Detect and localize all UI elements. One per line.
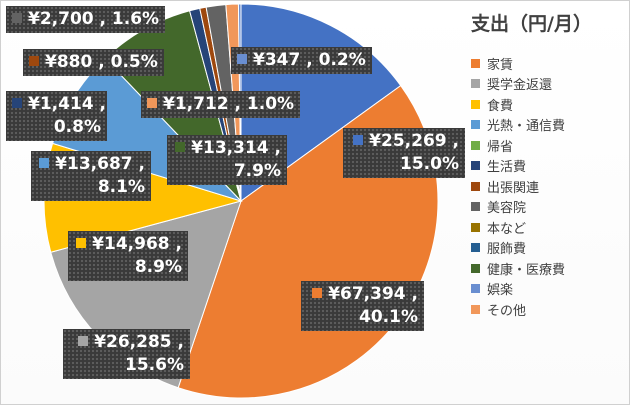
data-label-swatch [12,13,22,23]
data-label-separator: , [93,9,106,29]
legend-label: 生活費 [487,160,527,176]
data-label-swatch [12,98,22,108]
legend-label: 出張関連 [487,180,540,196]
data-label-value: ¥2,700 [28,9,94,29]
data-label: ¥14,968 , 8.9% [68,231,188,281]
legend-swatch [471,222,480,232]
data-label-percent: 15.0% [400,154,459,174]
legend-item: 出張関連 [471,176,629,197]
legend-swatch [471,161,480,171]
legend-item: 健康・医療費 [471,258,629,279]
data-label-value: ¥25,269 [369,131,447,151]
data-label-value: ¥1,414 [28,94,94,114]
data-label: ¥1,712 , 1.0% [141,91,301,118]
data-label-value: ¥1,712 [163,94,229,114]
data-label: ¥880 , 0.5% [23,49,164,76]
data-label-value: ¥13,314 [191,138,269,158]
data-label-percent: 1.0% [246,94,295,114]
legend-swatch [471,284,480,294]
data-label-separator: , [228,94,241,114]
legend-label: 奨学金返還 [487,78,553,94]
legend-item: 娯楽 [471,279,629,300]
data-label-swatch [29,56,39,66]
data-label: ¥13,687 , 8.1% [31,151,151,201]
legend-label: 食費 [487,98,514,114]
legend-swatch [471,202,480,212]
legend-swatch [471,140,480,150]
data-label-swatch [353,135,364,145]
data-label-value: ¥14,968 [92,234,170,254]
legend-item: 帰省 [471,135,629,156]
data-label-percent: 8.1% [97,177,145,197]
legend-item: 奨学金返還 [471,74,629,95]
data-label-separator: , [132,154,145,174]
data-label-percent: 15.6% [125,355,184,375]
data-label-percent: 7.9% [233,161,281,181]
data-label: ¥2,700 , 1.6% [6,6,166,33]
data-label-percent: 0.8% [53,117,101,137]
legend-item: 生活費 [471,156,629,177]
data-label-separator: , [169,234,182,254]
data-label-separator: , [300,50,313,70]
legend-label: 家賃 [487,57,514,73]
data-label: ¥67,394 , 40.1% [301,281,424,331]
legend-swatch [471,58,480,68]
data-label-percent: 40.1% [359,307,418,327]
legend-label: 美容院 [487,201,527,217]
data-label: ¥25,269 , 15.0% [343,128,465,178]
legend-item: 家賃 [471,53,629,74]
data-label-swatch [147,98,157,108]
data-label: ¥347 , 0.2% [231,47,372,74]
legend-swatch [471,304,480,314]
data-label-separator: , [93,94,106,114]
data-label: ¥1,414 , 0.8% [6,91,107,141]
chart-title: 支出（円/月） [471,13,592,35]
data-label: ¥26,285 , 15.6% [63,329,190,379]
data-label-percent: 0.5% [110,52,158,72]
legend-swatch [471,181,480,191]
data-label-value: ¥26,285 [94,332,172,352]
legend-label: 光熱・通信費 [487,119,566,135]
legend-label: その他 [487,303,527,319]
data-label: ¥13,314 , 7.9% [167,135,287,185]
legend-swatch [471,99,480,109]
legend-item: 美容院 [471,197,629,218]
legend-swatch [471,243,480,253]
data-label-value: ¥347 [253,50,301,70]
legend-item: 光熱・通信費 [471,115,629,136]
legend-swatch [471,120,480,130]
legend-swatch [471,263,480,273]
data-label-swatch [78,336,89,346]
data-label-separator: , [171,332,184,352]
data-label-separator: , [405,284,418,304]
data-label-swatch [175,142,186,152]
legend-label: 健康・医療費 [487,262,566,278]
data-label-value: ¥67,394 [328,284,406,304]
data-label-percent: 1.6% [111,9,160,29]
legend-label: 娯楽 [487,283,514,299]
data-label-percent: 8.9% [134,257,182,277]
data-label-separator: , [92,52,105,72]
legend-item: その他 [471,299,629,320]
legend: 家賃奨学金返還食費光熱・通信費 帰省生活費出張関連美容院本など服飾費健康・医療費娯… [471,53,629,320]
data-label-separator: , [268,138,281,158]
data-label-swatch [237,54,247,64]
legend-label: 本など [487,221,527,237]
data-label-swatch [76,238,87,248]
legend-item: 服飾費 [471,238,629,259]
data-label-value: ¥13,687 [55,154,133,174]
legend-swatch [471,79,480,89]
legend-item: 食費 [471,94,629,115]
data-label-swatch [312,288,323,298]
data-label-separator: , [446,131,459,151]
data-label-value: ¥880 [45,52,93,72]
data-label-percent: 0.2% [318,50,366,70]
data-label-swatch [39,158,50,168]
legend-label: 帰省 [487,139,514,155]
legend-item: 本など [471,217,629,238]
legend-label: 服飾費 [487,242,527,258]
